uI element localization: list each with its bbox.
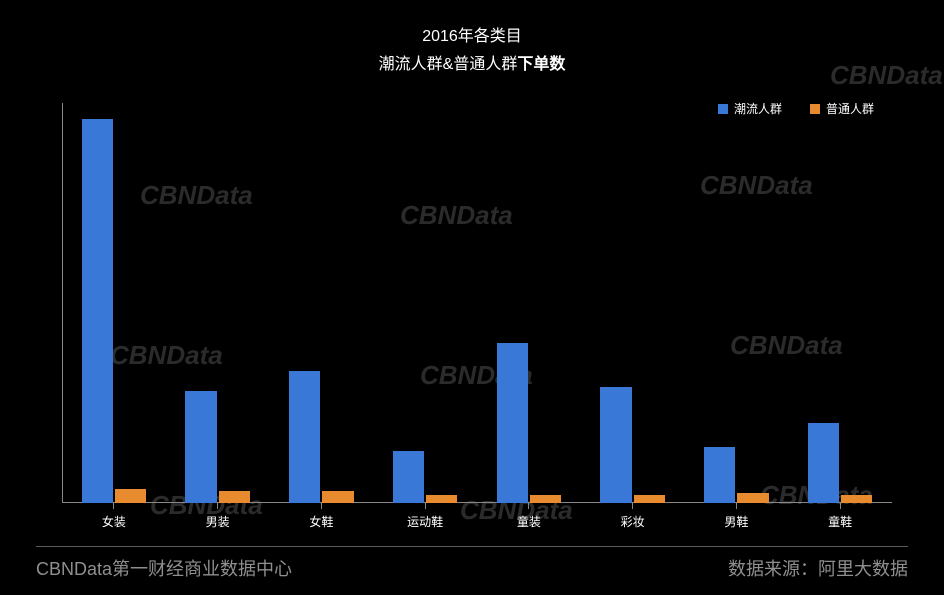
- bar: [530, 495, 561, 503]
- footer: CBNData第一财经商业数据中心 数据来源：阿里大数据: [36, 546, 908, 581]
- bar: [393, 451, 424, 503]
- bar: [322, 491, 353, 503]
- bar: [497, 343, 528, 503]
- bar: [634, 495, 665, 503]
- bar: [426, 495, 457, 503]
- x-axis-label: 运动鞋: [407, 513, 443, 530]
- x-axis-label: 女装: [102, 513, 126, 530]
- bar: [704, 447, 735, 503]
- x-tick: [736, 503, 737, 509]
- x-tick: [840, 503, 841, 509]
- title-line2: 潮流人群&普通人群下单数: [0, 50, 944, 74]
- x-axis-label: 女鞋: [309, 513, 333, 530]
- slide: CBNDataCBNDataCBNDataCBNDataCBNDataCBNDa…: [0, 0, 944, 595]
- title-line1: 2016年各类目: [0, 22, 944, 46]
- bars-container: [62, 103, 892, 503]
- footer-right: 数据来源：阿里大数据: [728, 555, 908, 581]
- title-line2-bold: 下单数: [517, 56, 565, 73]
- x-axis-label: 男装: [206, 513, 230, 530]
- bar: [185, 391, 216, 503]
- bar: [289, 371, 320, 503]
- footer-left: CBNData第一财经商业数据中心: [36, 555, 292, 581]
- bar: [808, 423, 839, 503]
- bar: [115, 489, 146, 503]
- x-tick: [425, 503, 426, 509]
- x-tick: [528, 503, 529, 509]
- bar: [841, 495, 872, 503]
- x-tick: [217, 503, 218, 509]
- x-axis-label: 男鞋: [724, 513, 748, 530]
- x-axis-labels: 女装 男装 女鞋 运动鞋 童装 彩妆 男鞋 童鞋: [62, 513, 892, 533]
- plot-area: [62, 103, 892, 503]
- bar: [82, 119, 113, 503]
- x-axis-label: 彩妆: [621, 513, 645, 530]
- x-axis-label: 童装: [517, 513, 541, 530]
- title-line2-prefix: 潮流人群&普通人群: [379, 56, 518, 73]
- x-tick: [113, 503, 114, 509]
- bar: [737, 493, 768, 503]
- bar: [600, 387, 631, 503]
- chart-title: 2016年各类目 潮流人群&普通人群下单数: [0, 22, 944, 74]
- x-tick: [321, 503, 322, 509]
- x-tick: [632, 503, 633, 509]
- bar: [219, 491, 250, 503]
- x-axis-label: 童鞋: [828, 513, 852, 530]
